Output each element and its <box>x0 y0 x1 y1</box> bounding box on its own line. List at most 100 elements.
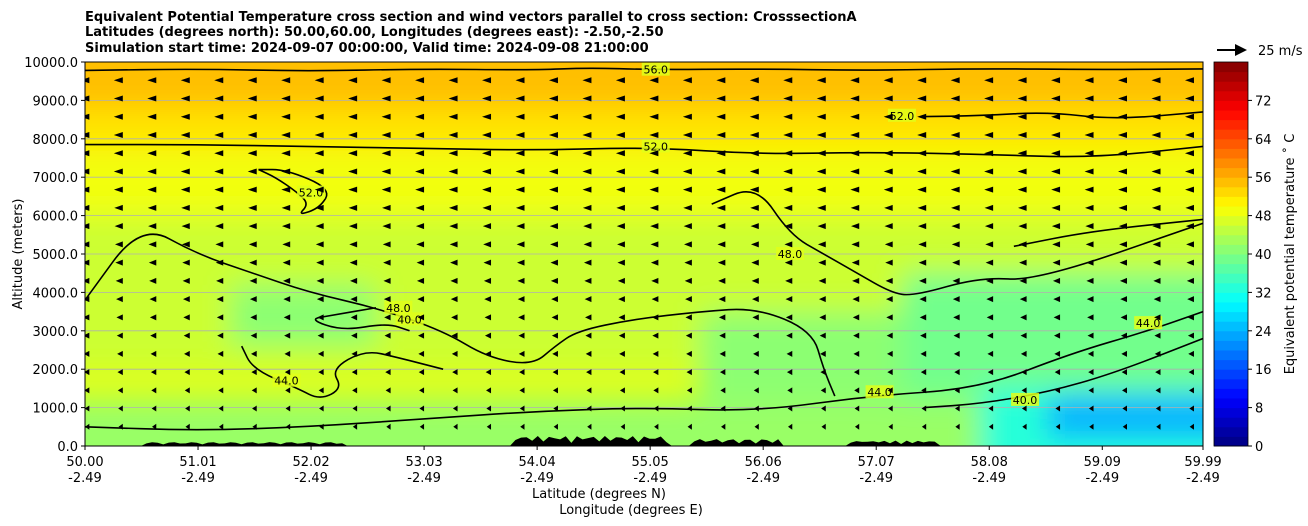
colorbar-band-33 <box>1214 119 1248 130</box>
wind-vector-595 <box>1051 150 1061 157</box>
wind-vector-365 <box>685 332 692 339</box>
x-tick-lat-10: 59.99 <box>1184 455 1221 470</box>
wind-vector-566 <box>1020 314 1027 321</box>
colorbar-band-8 <box>1214 359 1248 370</box>
contour-label-9: 40.0 <box>1013 394 1038 407</box>
wind-vector-147 <box>316 296 324 303</box>
wind-vector-554 <box>984 168 994 175</box>
wind-vector-347 <box>651 296 659 303</box>
wind-vector-525 <box>953 332 960 339</box>
wind-vector-434 <box>783 168 793 175</box>
wind-vector-187 <box>383 296 391 303</box>
y-tick-label-10: 10000.0 <box>24 56 78 71</box>
wind-vector-608 <box>1086 277 1094 284</box>
wind-vector-258 <box>482 95 492 102</box>
wind-vector-524 <box>953 350 960 357</box>
wind-vector-538 <box>950 95 960 102</box>
wind-vector-495 <box>883 150 893 157</box>
wind-vector-177 <box>348 113 358 120</box>
wind-vector-240 <box>486 423 492 430</box>
colorbar-band-38 <box>1214 71 1248 82</box>
wind-vector-426 <box>785 314 793 321</box>
x-tick-lat-0: 50.00 <box>66 455 103 470</box>
wind-vector-219 <box>415 77 425 84</box>
wind-vector-75 <box>180 150 190 157</box>
wind-vector-584 <box>1054 350 1061 357</box>
colorbar-band-39 <box>1214 62 1248 73</box>
wind-vector-148 <box>316 277 324 284</box>
wind-vector-102 <box>251 387 257 394</box>
wind-vector-349 <box>650 259 659 266</box>
colorbar-band-27 <box>1214 177 1248 188</box>
wind-vector-449 <box>818 259 826 266</box>
wind-vector-532 <box>951 204 960 211</box>
wind-vector-121 <box>285 405 291 412</box>
wind-vector-514 <box>917 168 927 175</box>
wind-vector-197 <box>381 113 391 120</box>
wind-vector-669 <box>1186 259 1194 266</box>
wind-vector-338 <box>615 95 625 102</box>
wind-vector-471 <box>851 223 860 230</box>
wind-vector-531 <box>951 223 960 230</box>
wind-vector-166 <box>350 314 358 321</box>
colorbar-tick-label-7: 56 <box>1255 171 1272 186</box>
wind-vector-207 <box>417 296 425 303</box>
wind-vector-54 <box>147 168 157 175</box>
wind-vector-213 <box>415 186 425 193</box>
wind-vector-116 <box>247 131 257 138</box>
wind-vector-212 <box>415 204 425 211</box>
wind-vector-77 <box>180 113 190 120</box>
wind-vector-131 <box>281 223 291 230</box>
wind-vector-221 <box>452 405 458 412</box>
wind-vector-380 <box>721 423 726 430</box>
wind-vector-111 <box>248 223 257 230</box>
wind-vector-610 <box>1085 241 1094 248</box>
wind-vector-600 <box>1089 423 1094 430</box>
wind-vector-420 <box>788 423 793 430</box>
wind-vector-674 <box>1184 168 1194 175</box>
wind-vector-69 <box>182 259 190 266</box>
wind-vector-564 <box>1020 350 1027 357</box>
wind-vector-87 <box>216 296 224 303</box>
wind-vector-582 <box>1055 387 1061 394</box>
wind-vector-234 <box>448 168 458 175</box>
wind-vector-46 <box>149 314 157 321</box>
wind-vector-366 <box>685 314 692 321</box>
wind-vector-15 <box>85 150 90 157</box>
wind-vector-1 <box>85 405 90 412</box>
wind-vector-180 <box>386 423 391 430</box>
wind-vector-374 <box>682 168 692 175</box>
wind-vector-430 <box>784 241 793 248</box>
wind-vector-613 <box>1084 186 1094 193</box>
wind-vector-209 <box>416 259 425 266</box>
wind-vector-476 <box>850 131 860 138</box>
wind-vector-8 <box>85 277 90 284</box>
chart-title: Equivalent Potential Temperature cross s… <box>85 10 857 56</box>
wind-vector-640 <box>1156 423 1161 430</box>
colorbar-tick-label-5: 40 <box>1255 248 1272 263</box>
wind-vector-376 <box>682 131 692 138</box>
wind-vector-230 <box>449 241 458 248</box>
wind-vector-626 <box>1120 314 1128 321</box>
wind-vector-313 <box>582 186 592 193</box>
wind-vector-81 <box>218 405 224 412</box>
wind-vector-663 <box>1188 369 1194 376</box>
wind-vector-136 <box>281 131 291 138</box>
wind-vector-34 <box>113 168 123 175</box>
wind-vector-305 <box>585 332 592 339</box>
wind-vector-271 <box>516 223 525 230</box>
wind-vector-45 <box>150 332 157 339</box>
x-tick-lon-1: -2.49 <box>181 471 215 486</box>
wind-vector-263 <box>519 369 525 376</box>
colorbar-label: Equivalent potential temperature ˚ C <box>1282 134 1298 375</box>
wind-vector-285 <box>551 332 558 339</box>
x-tick-lat-1: 51.01 <box>179 455 216 470</box>
wind-vector-379 <box>682 77 692 84</box>
wind-vector-218 <box>415 95 425 102</box>
wind-vector-529 <box>952 259 960 266</box>
wind-vector-65 <box>183 332 190 339</box>
contour-label-bg-2 <box>887 108 916 122</box>
wind-vector-132 <box>281 204 291 211</box>
wind-vector-488 <box>885 277 893 284</box>
wind-vector-623 <box>1121 369 1128 376</box>
